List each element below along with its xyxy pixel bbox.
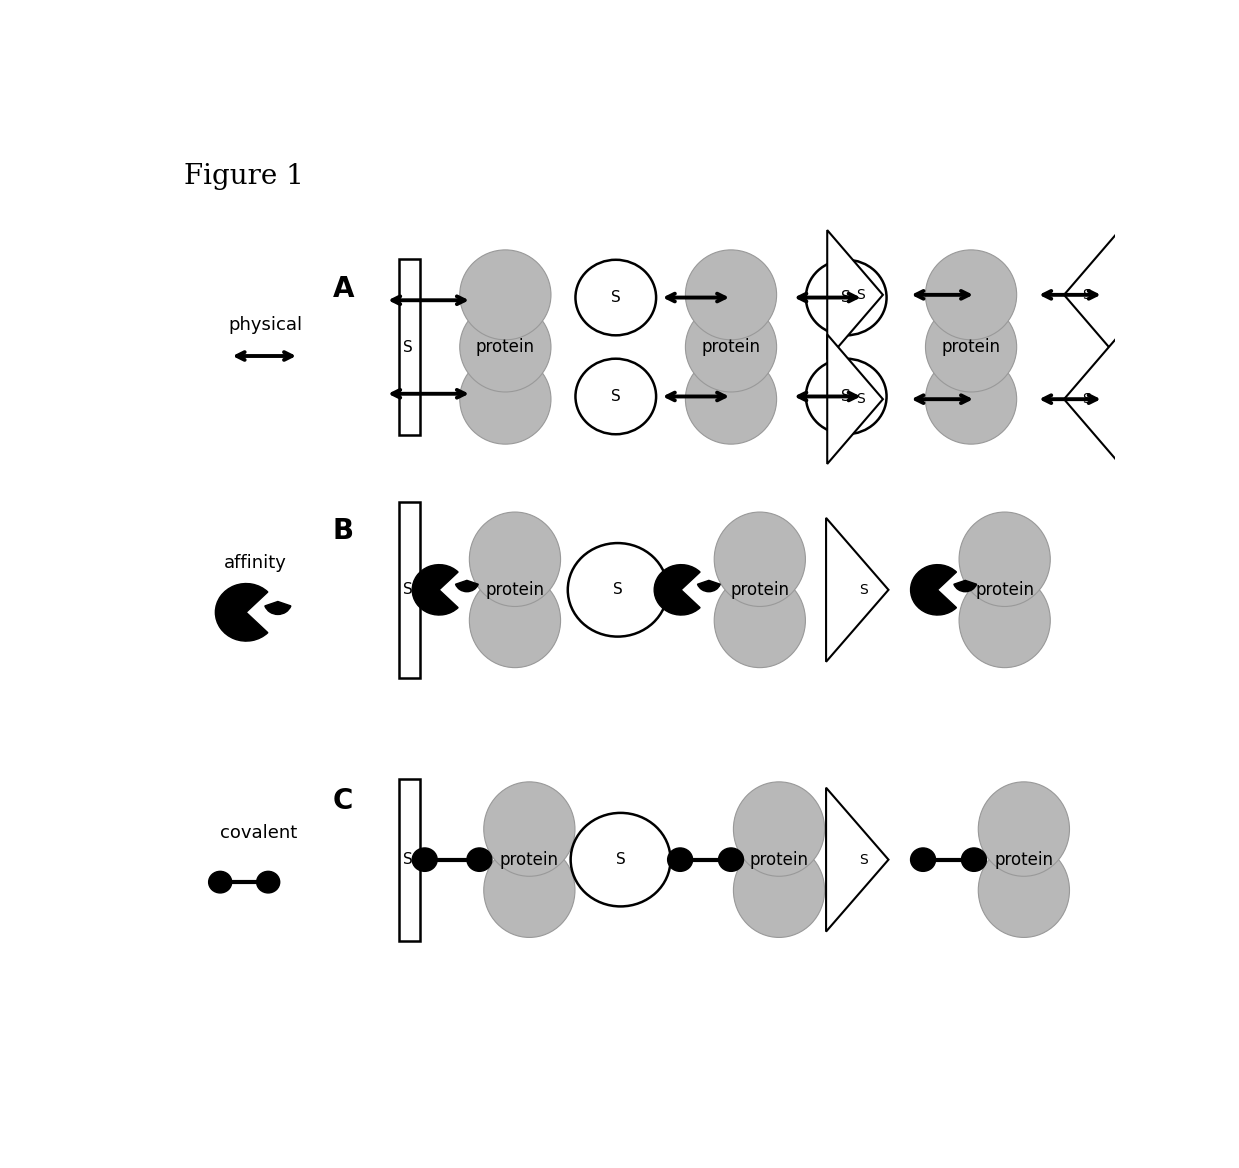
Ellipse shape: [979, 781, 1069, 876]
Ellipse shape: [685, 303, 777, 392]
Circle shape: [567, 543, 668, 637]
Text: S: S: [611, 389, 621, 404]
Ellipse shape: [685, 354, 777, 444]
Circle shape: [961, 848, 986, 871]
Ellipse shape: [926, 354, 1017, 444]
Ellipse shape: [460, 354, 551, 444]
Wedge shape: [654, 564, 700, 616]
Text: S: S: [616, 853, 626, 867]
Ellipse shape: [483, 781, 575, 876]
Text: S: S: [841, 389, 851, 404]
Ellipse shape: [460, 250, 551, 340]
Text: S: S: [856, 392, 865, 406]
Circle shape: [571, 813, 670, 906]
Text: S: S: [1082, 392, 1090, 406]
Polygon shape: [826, 517, 888, 662]
Wedge shape: [456, 580, 478, 592]
Text: protein: protein: [486, 580, 544, 599]
Text: S: S: [859, 853, 867, 867]
Polygon shape: [828, 230, 883, 360]
Text: protein: protein: [499, 850, 559, 869]
Text: A: A: [332, 274, 354, 303]
Circle shape: [575, 259, 657, 335]
Ellipse shape: [733, 781, 825, 876]
Text: S: S: [611, 290, 621, 305]
Ellipse shape: [470, 573, 560, 668]
Text: protein: protein: [942, 338, 1001, 356]
Text: covalent: covalent: [221, 823, 297, 842]
Circle shape: [668, 848, 693, 871]
Ellipse shape: [460, 303, 551, 392]
Wedge shape: [413, 564, 458, 616]
Text: protein: protein: [750, 850, 809, 869]
Text: S: S: [841, 290, 851, 305]
Text: S: S: [613, 583, 622, 597]
Bar: [399, 779, 420, 940]
Wedge shape: [698, 580, 720, 592]
Wedge shape: [954, 580, 976, 592]
Bar: [399, 502, 420, 677]
Text: S: S: [1082, 287, 1090, 301]
Circle shape: [208, 871, 232, 892]
Ellipse shape: [483, 843, 575, 938]
Ellipse shape: [979, 843, 1069, 938]
Text: protein: protein: [730, 580, 789, 599]
Polygon shape: [828, 334, 883, 464]
Text: protein: protein: [995, 850, 1053, 869]
Ellipse shape: [685, 250, 777, 340]
Ellipse shape: [926, 303, 1017, 392]
Text: S: S: [859, 583, 867, 597]
Wedge shape: [216, 584, 268, 641]
Circle shape: [575, 359, 657, 434]
Ellipse shape: [926, 250, 1017, 340]
Text: affinity: affinity: [224, 554, 287, 572]
Wedge shape: [265, 602, 291, 614]
Polygon shape: [826, 787, 888, 932]
Text: protein: protein: [476, 338, 535, 356]
Text: protein: protein: [975, 580, 1035, 599]
Polygon shape: [1064, 230, 1120, 360]
Text: S: S: [404, 583, 414, 597]
Text: Figure 1: Figure 1: [183, 162, 304, 189]
Circle shape: [911, 848, 935, 871]
Circle shape: [805, 259, 887, 335]
Ellipse shape: [733, 843, 825, 938]
Text: C: C: [332, 787, 353, 815]
Ellipse shape: [714, 512, 805, 606]
Circle shape: [467, 848, 492, 871]
Ellipse shape: [959, 573, 1051, 668]
Text: S: S: [404, 340, 414, 355]
Ellipse shape: [959, 512, 1051, 606]
Circle shape: [256, 871, 280, 892]
Text: protein: protein: [701, 338, 761, 356]
Ellipse shape: [470, 512, 560, 606]
Circle shape: [805, 359, 887, 434]
Ellipse shape: [714, 573, 805, 668]
Text: S: S: [856, 287, 865, 301]
Bar: [399, 259, 420, 434]
Wedge shape: [911, 564, 957, 616]
Text: B: B: [332, 517, 353, 545]
Text: S: S: [404, 853, 414, 867]
Circle shape: [413, 848, 437, 871]
Text: physical: physical: [228, 315, 302, 334]
Circle shape: [719, 848, 743, 871]
Polygon shape: [1064, 334, 1120, 464]
